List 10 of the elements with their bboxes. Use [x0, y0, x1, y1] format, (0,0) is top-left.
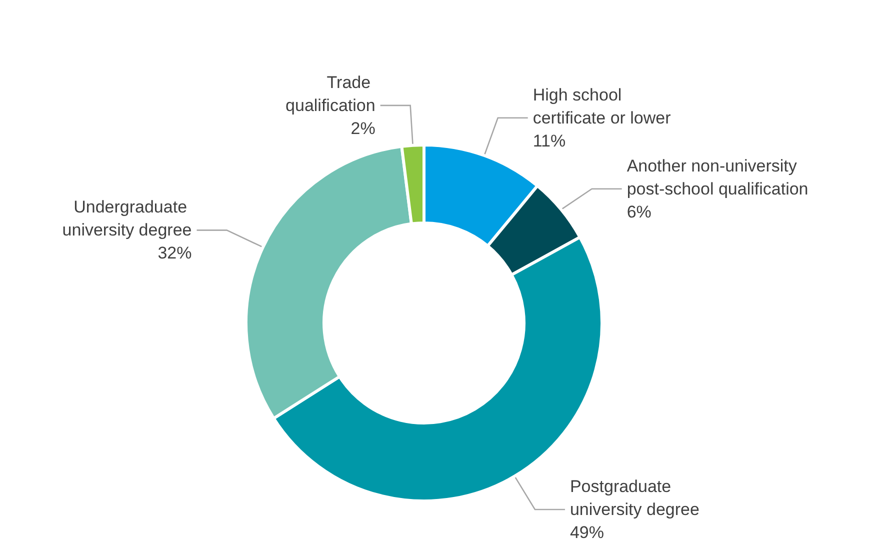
slice-label: Another non-university post-school qualification: [626, 156, 808, 198]
slice-label: Trade qualification: [286, 72, 376, 115]
data-label: 49%: [570, 523, 604, 542]
slice-label: Undergraduate university degree: [62, 198, 192, 240]
data-label: 11%: [532, 131, 566, 150]
slice-label: High school certificate or lower: [532, 85, 672, 128]
data-label: 32%: [158, 244, 192, 263]
data-label: 2%: [350, 118, 376, 138]
slice-label: Postgraduate university degree: [570, 477, 700, 519]
data-label: 6%: [626, 202, 652, 222]
